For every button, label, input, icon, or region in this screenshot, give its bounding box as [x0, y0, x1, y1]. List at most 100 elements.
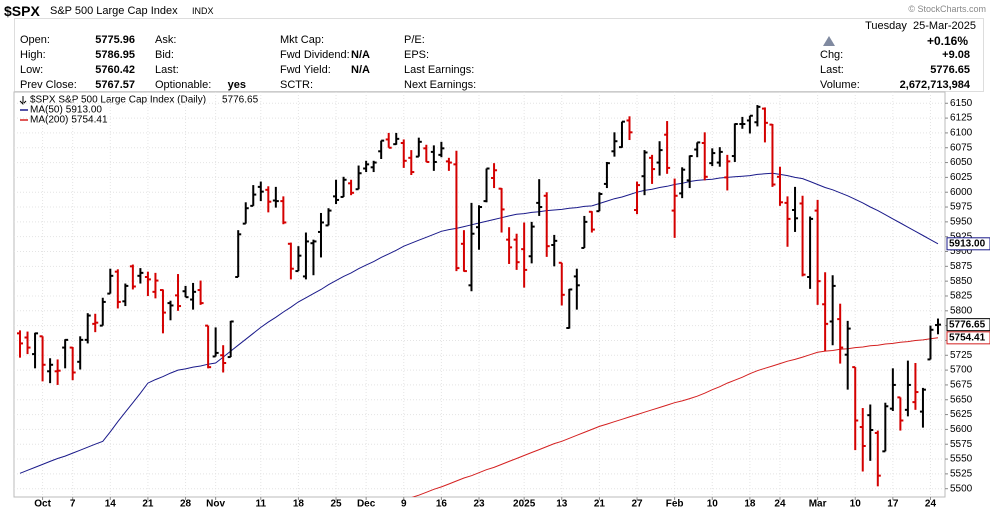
- ohlc-bar: [867, 404, 874, 461]
- ohlc-bar: [453, 150, 460, 272]
- ohlc-bar: [445, 157, 452, 171]
- field-label: Ask:: [155, 34, 177, 46]
- field-value: 2,672,713,984: [899, 79, 970, 91]
- ohlc-bar: [295, 246, 302, 273]
- ohlc-bar: [566, 288, 573, 330]
- ohlc-bar: [618, 120, 625, 149]
- ohlc-bar: [159, 289, 166, 334]
- ohlc-bar: [152, 272, 159, 299]
- ohlc-bar: [54, 359, 61, 385]
- ma-tag: 5754.41: [949, 332, 986, 343]
- ohlc-bar: [649, 154, 656, 184]
- x-tick-label: 23: [473, 499, 485, 510]
- y-tick-label: 5500: [950, 483, 973, 494]
- ohlc-bar: [235, 230, 242, 279]
- ohlc-bar: [837, 303, 844, 364]
- ohlc-bar: [558, 261, 565, 306]
- ohlc-bar: [784, 196, 791, 247]
- field-value: N/A: [351, 64, 370, 76]
- field-label: Fwd Dividend:: [280, 49, 350, 61]
- ohlc-bar: [378, 139, 385, 160]
- x-tick-label: 10: [707, 499, 719, 510]
- change-pct: +0.16%: [926, 34, 968, 48]
- ohlc-bar: [77, 336, 84, 370]
- y-tick-label: 5850: [950, 276, 973, 287]
- y-tick-label: 6100: [950, 128, 973, 139]
- ohlc-bar: [438, 141, 445, 158]
- y-tick-label: 5625: [950, 409, 973, 420]
- field-value: 5776.65: [930, 64, 970, 76]
- y-tick-label: 5550: [950, 454, 973, 465]
- ohlc-bar: [807, 216, 814, 289]
- ohlc-bar: [182, 285, 189, 299]
- x-tick-label: 24: [774, 499, 786, 510]
- ohlc-bar: [415, 137, 422, 158]
- x-tick-label: 11: [255, 499, 266, 510]
- ohlc-bar: [220, 345, 227, 373]
- field-value: yes: [227, 79, 246, 91]
- y-tick-label: 5875: [950, 261, 973, 272]
- ohlc-bar: [611, 132, 618, 157]
- field-label: Open:: [20, 34, 50, 46]
- field-label: P/E:: [404, 34, 425, 46]
- ohlc-bar: [355, 165, 362, 191]
- ohlc-bar: [596, 192, 603, 213]
- ohlc-bar: [84, 313, 91, 344]
- x-tick-label: 10: [850, 499, 862, 510]
- ohlc-bar: [754, 105, 761, 127]
- x-tick-label: 13: [556, 499, 568, 510]
- ohlc-bar: [310, 239, 317, 276]
- ohlc-bar: [626, 116, 633, 141]
- ohlc-bar: [122, 283, 129, 307]
- ohlc-bar: [731, 123, 738, 162]
- y-tick-label: 5600: [950, 424, 973, 435]
- ohlc-bar: [513, 233, 520, 270]
- field-value: 5786.95: [95, 49, 135, 61]
- symbol: $SPX: [4, 3, 40, 19]
- x-tick-label: 17: [887, 499, 899, 510]
- x-tick-label: 27: [631, 499, 643, 510]
- ohlc-bar: [701, 132, 708, 181]
- ohlc-bar: [927, 325, 934, 361]
- ohlc-bar: [874, 430, 881, 487]
- ohlc-bar: [129, 264, 136, 290]
- ohlc-bar: [664, 121, 671, 174]
- field-label: Last:: [155, 64, 179, 76]
- date: Tuesday 25-Mar-2025: [865, 20, 976, 32]
- ohlc-bar: [491, 163, 498, 189]
- ohlc-bar: [107, 268, 114, 295]
- ohlc-bar: [212, 327, 219, 358]
- ohlc-bar: [280, 196, 287, 225]
- x-tick-label: 25: [330, 499, 342, 510]
- y-tick-label: 6150: [950, 98, 973, 109]
- ohlc-bar: [498, 187, 505, 233]
- ohlc-bar: [24, 331, 31, 355]
- y-tick-label: 5725: [950, 350, 973, 361]
- x-tick-label: 21: [142, 499, 154, 510]
- ohlc-bar: [39, 335, 46, 382]
- plot-area: [17, 105, 941, 497]
- ohlc-bar: [724, 154, 731, 191]
- ma-tag-box: [946, 237, 990, 251]
- ohlc-bar: [912, 362, 919, 410]
- ohlc-bar: [889, 368, 896, 412]
- ohlc-bar: [521, 222, 528, 288]
- x-tick-label: 9: [401, 499, 407, 510]
- ohlc-bar: [242, 202, 249, 225]
- field-label: Chg:: [820, 49, 844, 61]
- ohlc-bar: [287, 242, 294, 280]
- y-tick-label: 5925: [950, 231, 973, 242]
- ohlc-bar: [919, 387, 926, 428]
- field-value: N/A: [351, 49, 370, 61]
- x-tick-label: 16: [436, 499, 448, 510]
- x-tick-label: 7: [70, 499, 76, 510]
- y-tick-label: 6050: [950, 157, 973, 168]
- y-tick-label: 5825: [950, 291, 973, 302]
- field-label: High:: [20, 49, 46, 61]
- ohlc-bar: [144, 271, 151, 296]
- ohlc-bar: [634, 181, 641, 215]
- y-tick-label: 5700: [950, 365, 973, 376]
- x-tick-label: Feb: [666, 499, 684, 510]
- ohlc-bar: [935, 318, 941, 335]
- ohlc-bar: [483, 167, 490, 203]
